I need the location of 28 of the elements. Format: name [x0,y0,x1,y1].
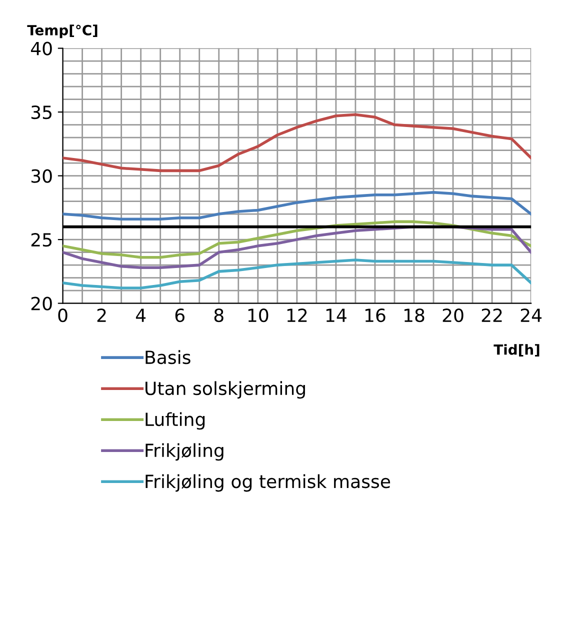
x-tick-label: 24 [520,308,542,322]
x-tick-label: 12 [287,308,307,322]
y-tick-label: 35 [31,106,52,120]
legend-label: Frikjøling [146,443,224,461]
y-tick-label: 20 [31,296,52,310]
line-series [62,190,532,221]
line-series [62,258,532,290]
x-tick-label: 8 [214,308,224,322]
y-tick-label: 40 [30,42,52,56]
legend-label: Basis [146,350,190,364]
x-tick-label: 20 [442,308,464,322]
y-tick-label: 25 [31,233,52,247]
x-tick-label: 0 [58,308,68,322]
y-tick-label: 30 [31,169,52,183]
x-tick-label: 4 [136,308,146,322]
legend-label: Frikjøling og termisk masse [146,474,390,492]
legend-label: Lufting [146,412,205,430]
x-tick-label: 16 [365,308,386,322]
x-tick-label: 22 [482,308,502,322]
x-tick-label: 10 [248,308,268,322]
y-axis-title: Temp[°C] [27,24,98,38]
x-tick-label: 2 [97,308,106,322]
x-tick-label: 6 [175,308,184,322]
x-tick-label: 18 [404,308,424,322]
line-series [62,113,532,172]
x-axis-title: Tid[h] [494,344,540,356]
legend-label: Utan solskjerming [146,381,305,399]
x-tick-label: 14 [326,308,346,322]
